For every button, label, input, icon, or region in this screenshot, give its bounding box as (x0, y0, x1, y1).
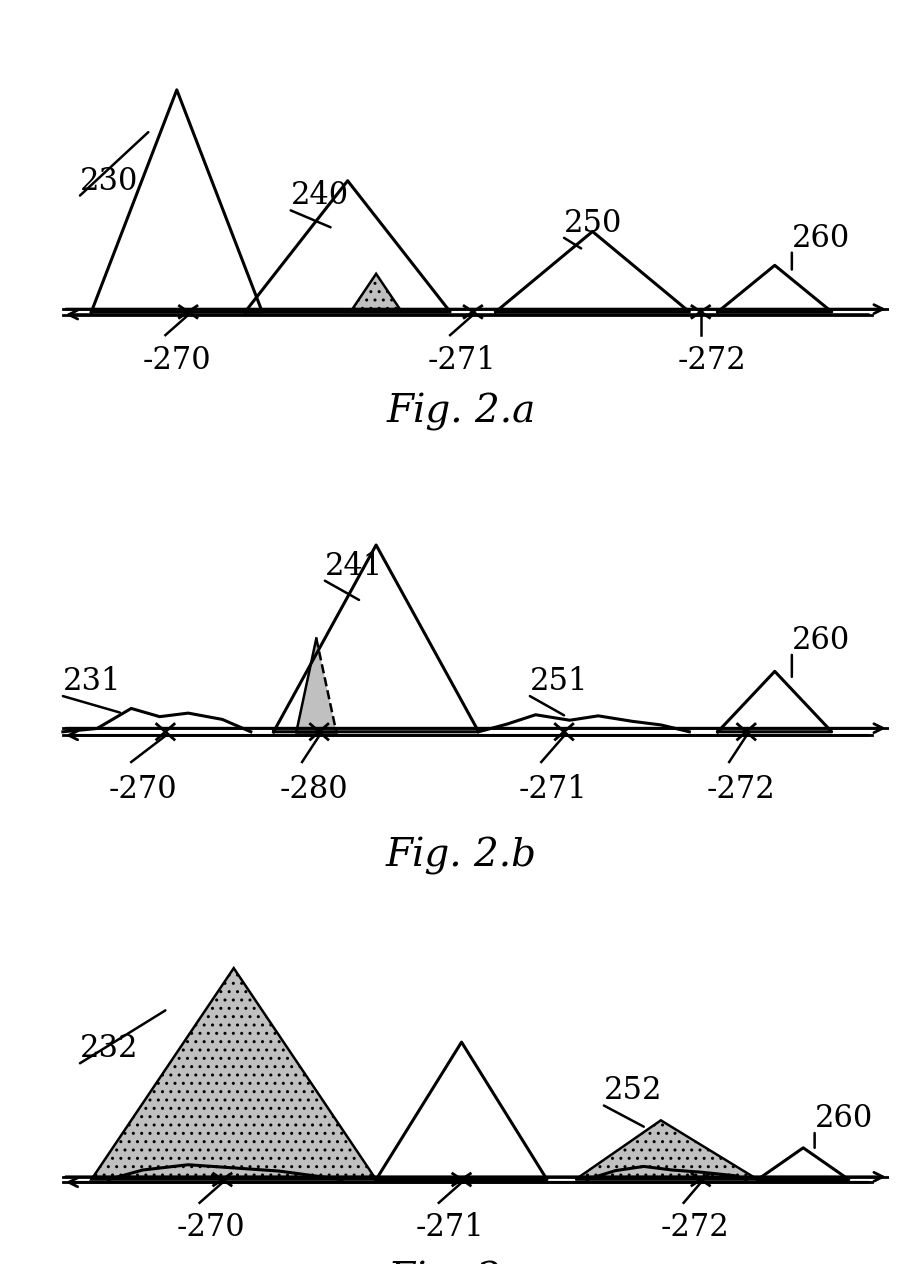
Polygon shape (351, 274, 402, 312)
Text: -271: -271 (416, 1211, 485, 1243)
Text: 241: 241 (325, 550, 383, 581)
Text: 251: 251 (529, 666, 588, 696)
Text: -270: -270 (143, 344, 212, 375)
Text: Fig. 2.a: Fig. 2.a (387, 393, 536, 431)
Text: 232: 232 (80, 1033, 138, 1063)
Text: 260: 260 (791, 624, 850, 655)
Text: 230: 230 (80, 166, 138, 196)
Text: -270: -270 (177, 1211, 245, 1243)
Text: -272: -272 (706, 774, 775, 804)
Polygon shape (297, 638, 336, 732)
Text: 260: 260 (814, 1102, 873, 1133)
Text: 250: 250 (564, 207, 622, 239)
Polygon shape (575, 1120, 758, 1179)
Text: 231: 231 (63, 666, 122, 696)
Text: -270: -270 (108, 774, 177, 804)
Text: -271: -271 (427, 344, 496, 375)
Text: 240: 240 (290, 181, 349, 211)
Text: 260: 260 (791, 222, 850, 253)
Text: -280: -280 (279, 774, 348, 804)
Text: -271: -271 (518, 774, 587, 804)
Polygon shape (92, 968, 376, 1179)
Text: -272: -272 (660, 1211, 729, 1243)
Text: 252: 252 (604, 1074, 662, 1106)
Text: Fig. 2.b: Fig. 2.b (386, 837, 537, 875)
Text: -272: -272 (678, 344, 747, 375)
Text: Fig. 2.c: Fig. 2.c (387, 1260, 535, 1264)
